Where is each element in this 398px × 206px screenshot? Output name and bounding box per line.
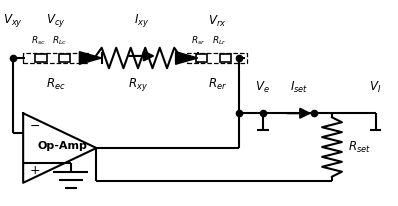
Text: $R_{sc}$: $R_{sc}$: [31, 34, 46, 47]
Text: $R_{sr}$: $R_{sr}$: [191, 34, 206, 47]
Polygon shape: [79, 52, 101, 64]
Text: $R_{er}$: $R_{er}$: [208, 76, 227, 91]
Bar: [23, 53, 88, 63]
Bar: [59, 54, 70, 62]
Text: $R_{ec}$: $R_{ec}$: [46, 76, 66, 91]
Text: $R_{xy}$: $R_{xy}$: [128, 76, 148, 93]
Bar: [220, 54, 230, 62]
Bar: [35, 54, 47, 62]
Text: $+$: $+$: [29, 164, 40, 177]
Text: $V_{rx}$: $V_{rx}$: [208, 14, 226, 29]
Text: Op-Amp: Op-Amp: [38, 141, 88, 151]
Text: $I_{set}$: $I_{set}$: [290, 80, 308, 95]
Text: $R_{Lc}$: $R_{Lc}$: [52, 34, 67, 47]
Text: $R_{set}$: $R_{set}$: [348, 139, 371, 154]
Bar: [196, 54, 207, 62]
Text: $R_{Lr}$: $R_{Lr}$: [213, 34, 227, 47]
Text: $V_I$: $V_I$: [369, 80, 382, 95]
Text: $I_{xy}$: $I_{xy}$: [134, 12, 150, 29]
Text: $-$: $-$: [29, 119, 40, 132]
Text: $V_{cy}$: $V_{cy}$: [46, 12, 66, 29]
Text: $V_e$: $V_e$: [256, 80, 270, 95]
Bar: [187, 53, 247, 63]
Polygon shape: [176, 52, 198, 64]
Text: $V_{xy}$: $V_{xy}$: [3, 12, 23, 29]
